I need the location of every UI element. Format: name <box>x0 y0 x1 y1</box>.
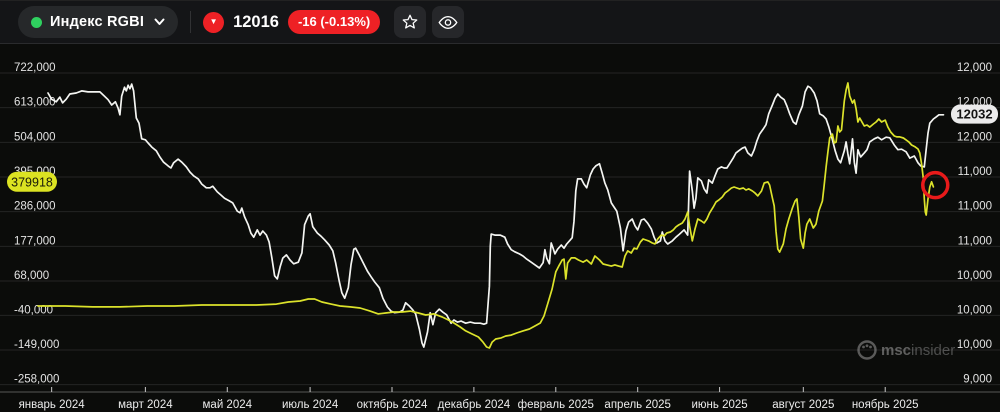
right-axis-label: 10,000 <box>957 270 992 282</box>
watermark: mscinsider <box>857 340 955 360</box>
left-axis-label: 613,000 <box>14 97 56 109</box>
watch-button[interactable] <box>432 6 465 38</box>
price-chart[interactable]: 722,00012,000613,00012,000504,00012,0003… <box>0 44 1000 412</box>
quote-block: ▼ 12016 -16 (-0.13%) <box>203 10 381 34</box>
right-axis-label: 10,000 <box>957 304 992 316</box>
left-axis-label: 504,000 <box>14 131 56 143</box>
favorite-button[interactable] <box>394 6 427 38</box>
eye-icon <box>438 15 458 29</box>
x-axis-month-label: октябрь 2024 <box>357 399 428 411</box>
right-axis-label: 11,000 <box>958 166 992 178</box>
right-axis-label: 11,000 <box>958 201 992 213</box>
series-index-line <box>47 83 945 348</box>
watermark-logo-icon <box>857 340 877 360</box>
status-dot-icon <box>31 16 42 28</box>
right-axis-label: 12,000 <box>957 131 992 143</box>
right-axis-label: 10,000 <box>957 339 992 351</box>
left-axis-label: -149,000 <box>14 339 59 351</box>
x-axis-month-label: ноябрь 2025 <box>852 399 919 411</box>
right-axis-label: 11,000 <box>958 235 992 247</box>
x-axis-month-label: июнь 2025 <box>692 399 748 411</box>
header-divider <box>190 11 192 33</box>
left-axis-label: 722,000 <box>14 62 56 74</box>
change-badge: -16 (-0.13%) <box>287 10 381 34</box>
right-last-value-badge <box>951 104 998 124</box>
left-axis-label: 68,000 <box>14 270 49 282</box>
right-axis-label: 12,000 <box>957 62 992 74</box>
x-axis-month-label: февраль 2025 <box>518 399 594 411</box>
left-axis-label: -258,000 <box>14 374 59 386</box>
x-axis-month-label: август 2025 <box>772 399 834 411</box>
symbol-selector[interactable]: Индекс RGBI <box>18 6 179 38</box>
series-volume-line <box>37 82 935 349</box>
left-axis-label: 177,000 <box>14 235 56 247</box>
last-price: 12016 <box>233 12 279 31</box>
symbol-name: Индекс RGBI <box>50 14 145 30</box>
x-axis-month-label: январь 2024 <box>19 399 86 411</box>
star-icon <box>402 14 418 29</box>
chevron-down-icon <box>154 18 165 26</box>
right-badge-value: 12032 <box>956 107 992 122</box>
right-axis-label: 9,000 <box>963 374 992 386</box>
x-axis-month-label: май 2024 <box>203 399 253 411</box>
annotation-circle <box>921 170 950 200</box>
direction-down-icon: ▼ <box>203 11 225 33</box>
left-axis-label: -40,000 <box>14 304 53 316</box>
x-axis-month-label: апрель 2025 <box>604 399 671 411</box>
x-axis-month-label: март 2024 <box>118 399 173 411</box>
left-badge-value: 379918 <box>11 175 53 189</box>
x-axis-month-label: декабрь 2024 <box>438 399 511 411</box>
chart-header: Индекс RGBI ▼ 12016 -16 (-0.13%) <box>0 1 1000 44</box>
left-last-value-badge <box>7 171 57 192</box>
watermark-text: mscinsider <box>881 342 955 359</box>
x-axis-month-label: июль 2024 <box>282 399 339 411</box>
left-axis-label: 286,000 <box>14 201 56 213</box>
